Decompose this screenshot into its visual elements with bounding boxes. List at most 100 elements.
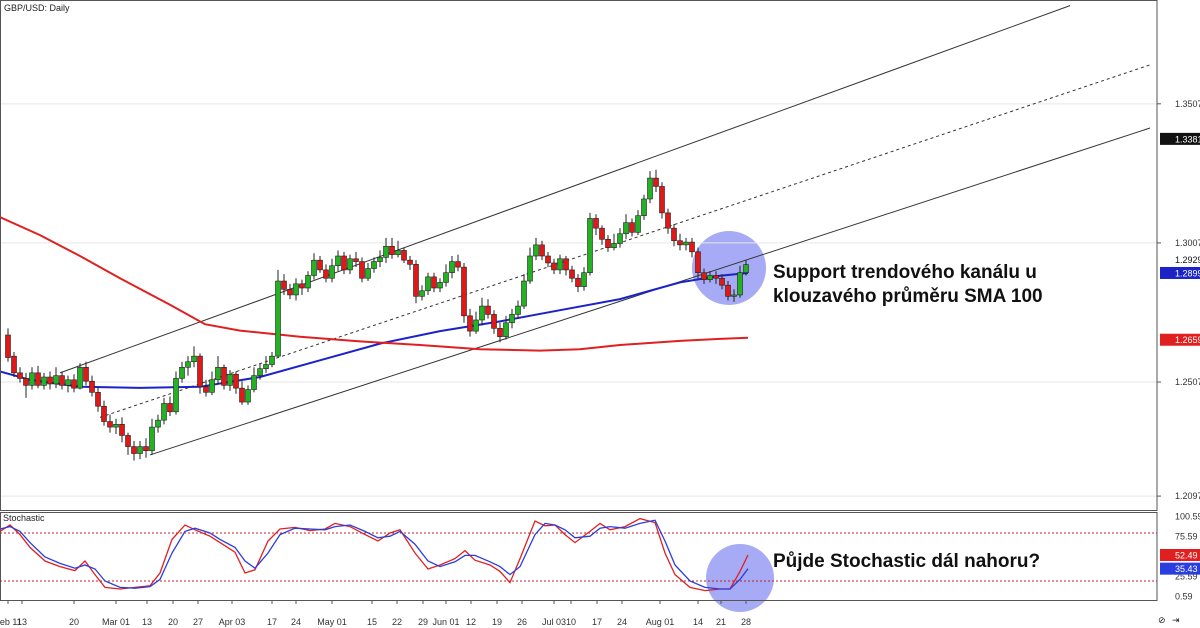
- scroll-end-icon[interactable]: ⇥: [1172, 615, 1180, 625]
- candle-115: [695, 247, 701, 279]
- candle-118: [713, 271, 719, 284]
- price-panel-frame: [0, 0, 1158, 511]
- candle-body: [233, 373, 239, 389]
- stochastic-tick-label: 75.59: [1175, 532, 1198, 542]
- time-tick-label: Apr 03: [219, 617, 246, 627]
- candle-body: [437, 282, 443, 289]
- price-tick-label: 1.3507: [1175, 99, 1200, 109]
- candle-5: [35, 365, 41, 389]
- candle-body: [743, 264, 749, 273]
- candle-body: [317, 259, 323, 271]
- badge-price-top: 1.3381: [1175, 134, 1200, 144]
- candle-92: [557, 254, 563, 275]
- candle-body: [545, 255, 551, 264]
- candle-112: [677, 233, 683, 251]
- stochastic-series-pct-d: [0, 519, 749, 590]
- candle-7: [47, 371, 53, 390]
- candle-body: [221, 366, 227, 386]
- candle-85: [515, 300, 521, 319]
- candle-89: [539, 240, 545, 261]
- candle-body: [611, 243, 617, 248]
- candle-body: [173, 378, 179, 413]
- candle-body: [215, 366, 221, 381]
- candle-body: [245, 389, 251, 403]
- candle-3: [23, 372, 29, 398]
- candle-74: [449, 256, 455, 279]
- candle-body: [431, 276, 437, 289]
- time-tick-label: 24: [291, 617, 301, 627]
- candle-22: [137, 441, 143, 460]
- candle-50: [305, 271, 311, 293]
- candle-body: [83, 366, 89, 382]
- candle-26: [161, 397, 167, 425]
- candle-38: [233, 371, 239, 394]
- series-sma-200: [0, 216, 749, 352]
- candle-body: [725, 284, 731, 297]
- candle-58: [353, 251, 359, 268]
- candle-body: [521, 280, 527, 307]
- candle-body: [59, 375, 65, 386]
- candle-122: [737, 265, 743, 298]
- candle-84: [509, 308, 515, 329]
- badge-sma100: 1.2899: [1175, 268, 1200, 278]
- candle-body: [623, 222, 629, 235]
- candle-41: [251, 367, 257, 393]
- candle-body: [29, 372, 35, 386]
- candle-body: [551, 262, 557, 271]
- candle-body: [35, 372, 41, 386]
- time-tick-label: 12: [466, 617, 476, 627]
- candle-body: [107, 421, 113, 428]
- candle-body: [359, 261, 365, 279]
- candle-body: [101, 405, 107, 422]
- candle-body: [461, 266, 467, 317]
- time-tick-label: 20: [168, 617, 178, 627]
- candle-body: [95, 392, 101, 407]
- candle-body: [281, 280, 287, 290]
- stochastic-tick-label: 25.59: [1175, 572, 1198, 582]
- candle-32: [197, 353, 203, 394]
- candle-104: [629, 218, 635, 237]
- badge-stochastic-k: 52.49: [1175, 551, 1198, 561]
- highlight-circle-price: [692, 231, 766, 305]
- stochastic-tick-label: 100.59: [1175, 512, 1200, 522]
- candle-body: [515, 305, 521, 315]
- candle-body: [77, 366, 83, 389]
- candle-24: [149, 418, 155, 455]
- candle-body: [677, 240, 683, 246]
- candle-body: [191, 355, 197, 363]
- candle-body: [635, 215, 641, 233]
- link-icon[interactable]: ⊘: [1158, 615, 1166, 625]
- candle-body: [509, 314, 515, 324]
- candle-100: [605, 235, 611, 252]
- candle-body: [443, 272, 449, 283]
- candle-body: [287, 289, 293, 296]
- candle-46: [281, 274, 287, 295]
- candle-61: [371, 257, 377, 273]
- candle-body: [251, 375, 257, 390]
- candle-95: [575, 274, 581, 293]
- candle-body: [371, 261, 377, 269]
- candle-body: [527, 255, 533, 282]
- candle-body: [719, 277, 725, 286]
- candle-40: [245, 385, 251, 405]
- candle-86: [521, 274, 527, 309]
- candle-16: [101, 400, 107, 426]
- candle-19: [119, 417, 125, 443]
- candle-body: [647, 177, 653, 200]
- candle-8: [53, 367, 59, 389]
- candle-98: [593, 214, 599, 236]
- candle-11: [71, 374, 77, 393]
- candle-body: [473, 319, 479, 332]
- candle-body: [707, 275, 713, 280]
- candle-body: [209, 379, 215, 393]
- candle-body: [143, 446, 149, 452]
- candle-88: [533, 237, 539, 261]
- badge-price-top-bg: [1160, 132, 1200, 145]
- candle-body: [17, 372, 23, 379]
- candle-59: [359, 257, 365, 283]
- candle-1: [11, 351, 17, 378]
- candle-body: [467, 315, 473, 332]
- candle-body: [41, 376, 47, 386]
- candle-75: [455, 254, 461, 272]
- time-tick-label: 26: [517, 617, 527, 627]
